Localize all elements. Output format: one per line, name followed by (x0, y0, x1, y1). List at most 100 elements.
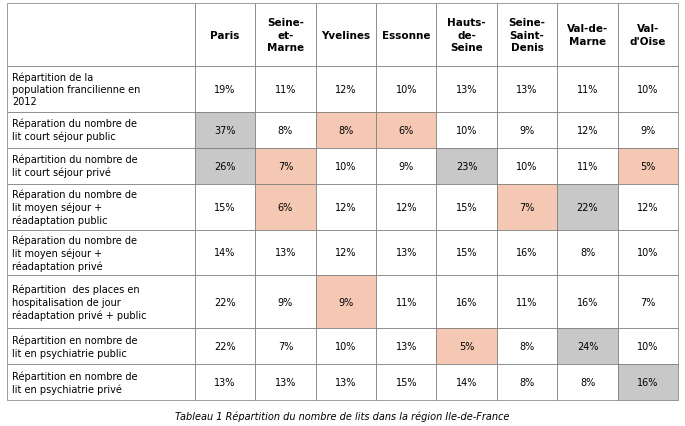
Text: 15%: 15% (456, 202, 477, 212)
Bar (376, 148, 436, 184)
Text: Seine-
Saint-
Denis: Seine- Saint- Denis (508, 18, 546, 53)
Bar (316, 148, 376, 184)
Bar (497, 184, 558, 230)
Text: 10%: 10% (637, 84, 659, 95)
Bar (436, 67, 497, 112)
Text: 10%: 10% (335, 161, 357, 171)
Text: 12%: 12% (335, 202, 357, 212)
Text: 13%: 13% (395, 341, 417, 351)
Bar (618, 328, 678, 364)
Text: 15%: 15% (395, 377, 417, 387)
Bar (195, 112, 256, 148)
Text: 13%: 13% (456, 84, 477, 95)
Bar (195, 276, 256, 328)
Text: Réparation du nombre de
lit moyen séjour +
réadaptation privé: Réparation du nombre de lit moyen séjour… (12, 235, 137, 271)
Text: 10%: 10% (516, 161, 538, 171)
Text: 19%: 19% (214, 84, 236, 95)
Bar (376, 67, 436, 112)
Text: Réparation du nombre de
lit court séjour public: Réparation du nombre de lit court séjour… (12, 118, 137, 142)
Bar (7, 184, 195, 230)
Text: 8%: 8% (278, 125, 293, 135)
Text: 5%: 5% (640, 161, 656, 171)
Bar (558, 276, 618, 328)
Text: 7%: 7% (519, 202, 535, 212)
Text: 12%: 12% (335, 248, 357, 258)
Bar (316, 276, 376, 328)
Text: 11%: 11% (516, 297, 538, 307)
Bar (497, 67, 558, 112)
Bar (618, 148, 678, 184)
Bar (195, 328, 256, 364)
Bar (195, 230, 256, 276)
Bar (558, 4, 618, 67)
Text: 6%: 6% (399, 125, 414, 135)
Text: Répartition  des places en
hospitalisation de jour
réadaptation privé + public: Répartition des places en hospitalisatio… (12, 284, 147, 320)
Text: Seine-
et-
Marne: Seine- et- Marne (267, 18, 304, 53)
Bar (7, 328, 195, 364)
Bar (558, 67, 618, 112)
Text: 22%: 22% (577, 202, 598, 212)
Text: 8%: 8% (338, 125, 353, 135)
Text: 9%: 9% (338, 297, 353, 307)
Bar (436, 112, 497, 148)
Bar (618, 4, 678, 67)
Bar (316, 4, 376, 67)
Bar (558, 230, 618, 276)
Text: 7%: 7% (277, 161, 293, 171)
Text: Essonne: Essonne (382, 31, 431, 40)
Text: 22%: 22% (214, 341, 236, 351)
Text: 6%: 6% (278, 202, 293, 212)
Bar (618, 67, 678, 112)
Text: 11%: 11% (275, 84, 296, 95)
Bar (497, 276, 558, 328)
Bar (195, 184, 256, 230)
Text: 10%: 10% (335, 341, 357, 351)
Text: Réparation du nombre de
lit moyen séjour +
réadaptation public: Réparation du nombre de lit moyen séjour… (12, 189, 137, 225)
Bar (436, 148, 497, 184)
Bar (7, 4, 195, 67)
Bar (376, 4, 436, 67)
Bar (195, 364, 256, 400)
Text: Hauts-
de-
Seine: Hauts- de- Seine (447, 18, 486, 53)
Bar (7, 112, 195, 148)
Bar (256, 148, 316, 184)
Text: Répartition de la
population francilienne en
2012: Répartition de la population francilienn… (12, 72, 140, 107)
Bar (436, 4, 497, 67)
Text: Répartition du nombre de
lit court séjour privé: Répartition du nombre de lit court séjou… (12, 155, 138, 178)
Text: Répartition en nombre de
lit en psychiatrie public: Répartition en nombre de lit en psychiat… (12, 335, 138, 358)
Bar (316, 184, 376, 230)
Text: 14%: 14% (214, 248, 236, 258)
Bar (256, 230, 316, 276)
Bar (558, 148, 618, 184)
Bar (256, 67, 316, 112)
Text: 8%: 8% (519, 341, 535, 351)
Bar (376, 112, 436, 148)
Text: 13%: 13% (214, 377, 236, 387)
Text: 13%: 13% (335, 377, 357, 387)
Text: 11%: 11% (395, 297, 417, 307)
Text: Yvelines: Yvelines (321, 31, 371, 40)
Text: 8%: 8% (580, 248, 595, 258)
Bar (316, 364, 376, 400)
Text: 14%: 14% (456, 377, 477, 387)
Bar (497, 4, 558, 67)
Text: 10%: 10% (456, 125, 477, 135)
Text: 26%: 26% (214, 161, 236, 171)
Bar (497, 230, 558, 276)
Text: 15%: 15% (456, 248, 477, 258)
Bar (376, 276, 436, 328)
Bar (195, 148, 256, 184)
Text: 7%: 7% (277, 341, 293, 351)
Text: 23%: 23% (456, 161, 477, 171)
Bar (256, 364, 316, 400)
Bar (316, 112, 376, 148)
Text: 10%: 10% (395, 84, 417, 95)
Bar (618, 230, 678, 276)
Bar (436, 276, 497, 328)
Bar (376, 184, 436, 230)
Bar (436, 364, 497, 400)
Bar (558, 328, 618, 364)
Bar (256, 328, 316, 364)
Text: 10%: 10% (637, 341, 659, 351)
Bar (497, 328, 558, 364)
